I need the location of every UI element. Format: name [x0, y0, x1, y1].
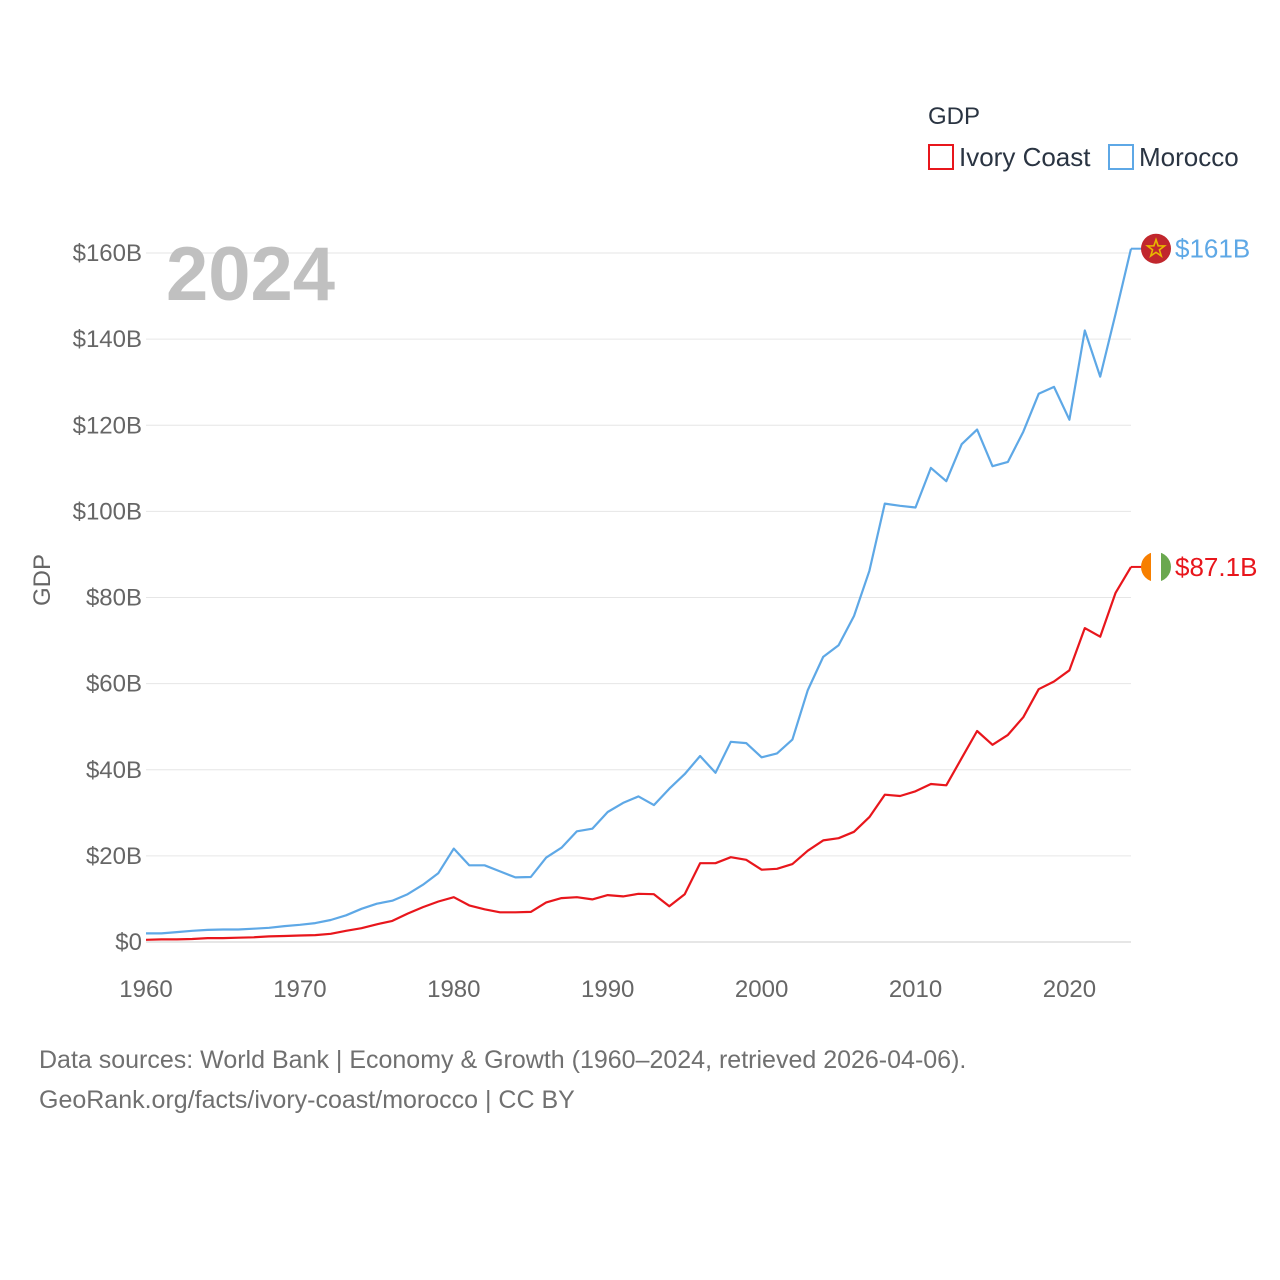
y-tick-label-0: $0: [115, 929, 142, 956]
legend-label-ivory-coast: Ivory Coast: [959, 142, 1091, 172]
x-tick-label-1980: 1980: [427, 976, 480, 1003]
chart-footer: Data sources: World Bank | Economy & Gro…: [39, 1040, 1239, 1120]
end-value-label-morocco: $161B: [1175, 234, 1250, 264]
x-tick-label-2010: 2010: [889, 976, 942, 1003]
gridlines: [146, 252, 1131, 943]
legend-label-morocco: Morocco: [1139, 142, 1239, 172]
legend-item-morocco[interactable]: Morocco: [1108, 142, 1239, 172]
y-tick-label-100b: $100B: [73, 498, 142, 525]
y-tick-label-20b: $20B: [86, 843, 142, 870]
y-tick-label-80b: $80B: [86, 585, 142, 612]
gdp-line-chart: $0 $20B $40B $60B $80B $100B $120B $140B $160B 1…: [29, 103, 1257, 1003]
legend-title: GDP: [928, 103, 980, 130]
morocco-flag-icon: [1141, 233, 1171, 264]
series-end-markers: $87.1B $161B: [1131, 233, 1257, 582]
series-line-ivory-coast: [145, 566, 1132, 941]
x-tick-label-2020: 2020: [1043, 976, 1096, 1003]
y-tick-label-40b: $40B: [86, 757, 142, 784]
x-tick-label-1990: 1990: [581, 976, 634, 1003]
y-tick-label-120b: $120B: [73, 412, 142, 439]
footer-attribution: GeoRank.org/facts/ivory-coast/morocco | …: [39, 1086, 575, 1114]
legend-item-ivory-coast[interactable]: Ivory Coast: [928, 142, 1091, 172]
series-line-morocco: [146, 248, 1133, 935]
y-axis-label: GDP: [29, 554, 56, 606]
ivory-coast-flag-icon: [1141, 551, 1171, 582]
legend-swatch-ivory-coast: [928, 144, 954, 170]
end-value-label-ivory-coast: $87.1B: [1175, 552, 1257, 582]
legend-swatch-morocco: [1108, 144, 1134, 170]
y-tick-label-60b: $60B: [86, 671, 142, 698]
footer-sources: Data sources: World Bank | Economy & Gro…: [39, 1046, 967, 1074]
y-tick-label-160b: $160B: [73, 240, 142, 267]
x-tick-label-2000: 2000: [735, 976, 788, 1003]
x-tick-label-1960: 1960: [119, 976, 172, 1003]
x-tick-label-1970: 1970: [273, 976, 326, 1003]
series-lines: [145, 248, 1133, 941]
year-watermark: 2024: [166, 232, 335, 317]
x-axis-ticks: 1960 1970 1980 1990 2000 2010 2020: [119, 976, 1096, 1003]
y-tick-label-140b: $140B: [73, 326, 142, 353]
y-axis-ticks: $0 $20B $40B $60B $80B $100B $120B $140B $160B: [73, 240, 142, 956]
